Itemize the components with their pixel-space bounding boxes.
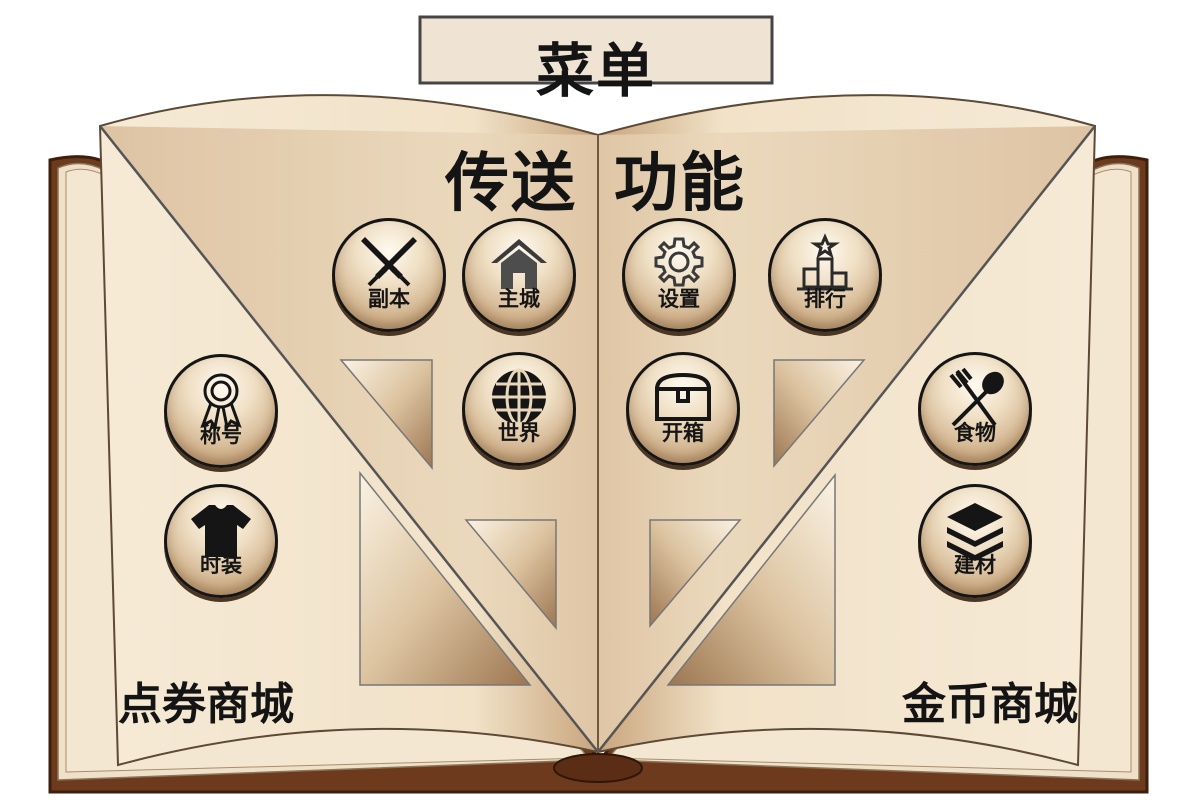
voucher-shop-button[interactable]: 点券商城 (118, 679, 294, 730)
open-box-button[interactable]: 开箱 (626, 352, 740, 466)
globe-icon (492, 368, 546, 426)
fork-spoon-icon (949, 367, 1004, 427)
treasure-chest-icon (654, 372, 712, 421)
food-label: 食物 (954, 421, 996, 445)
dungeon-button[interactable]: 副本 (332, 218, 446, 332)
ranking-button[interactable]: 排行 (768, 218, 882, 332)
menu-title: 菜单 (535, 37, 656, 105)
layers-icon (947, 503, 1003, 561)
title-button[interactable]: 称号 (164, 354, 278, 468)
title-label: 称号 (200, 423, 242, 447)
fashion-label: 时装 (200, 553, 242, 577)
fashion-button[interactable]: 时装 (164, 484, 278, 598)
open-box-label: 开箱 (662, 421, 704, 445)
section-teleport-heading: 传送 (445, 147, 577, 221)
tshirt-icon (191, 505, 251, 557)
dungeon-label: 副本 (368, 287, 410, 311)
gear-icon (654, 237, 704, 287)
world-button[interactable]: 世界 (462, 352, 576, 466)
world-label: 世界 (498, 421, 540, 445)
food-button[interactable]: 食物 (918, 352, 1032, 466)
crossed-swords-icon (361, 237, 417, 287)
main-city-label: 主城 (498, 287, 540, 311)
materials-label: 建材 (954, 553, 996, 577)
gold-shop-button[interactable]: 金币商城 (902, 679, 1078, 730)
podium-icon (797, 233, 853, 291)
settings-button[interactable]: 设置 (622, 218, 736, 332)
ranking-label: 排行 (804, 287, 846, 311)
main-city-button[interactable]: 主城 (462, 218, 576, 332)
materials-button[interactable]: 建材 (918, 484, 1032, 598)
award-ribbon-icon (200, 373, 242, 431)
settings-label: 设置 (658, 287, 700, 311)
section-function-heading: 功能 (614, 147, 746, 221)
house-icon (491, 239, 547, 289)
